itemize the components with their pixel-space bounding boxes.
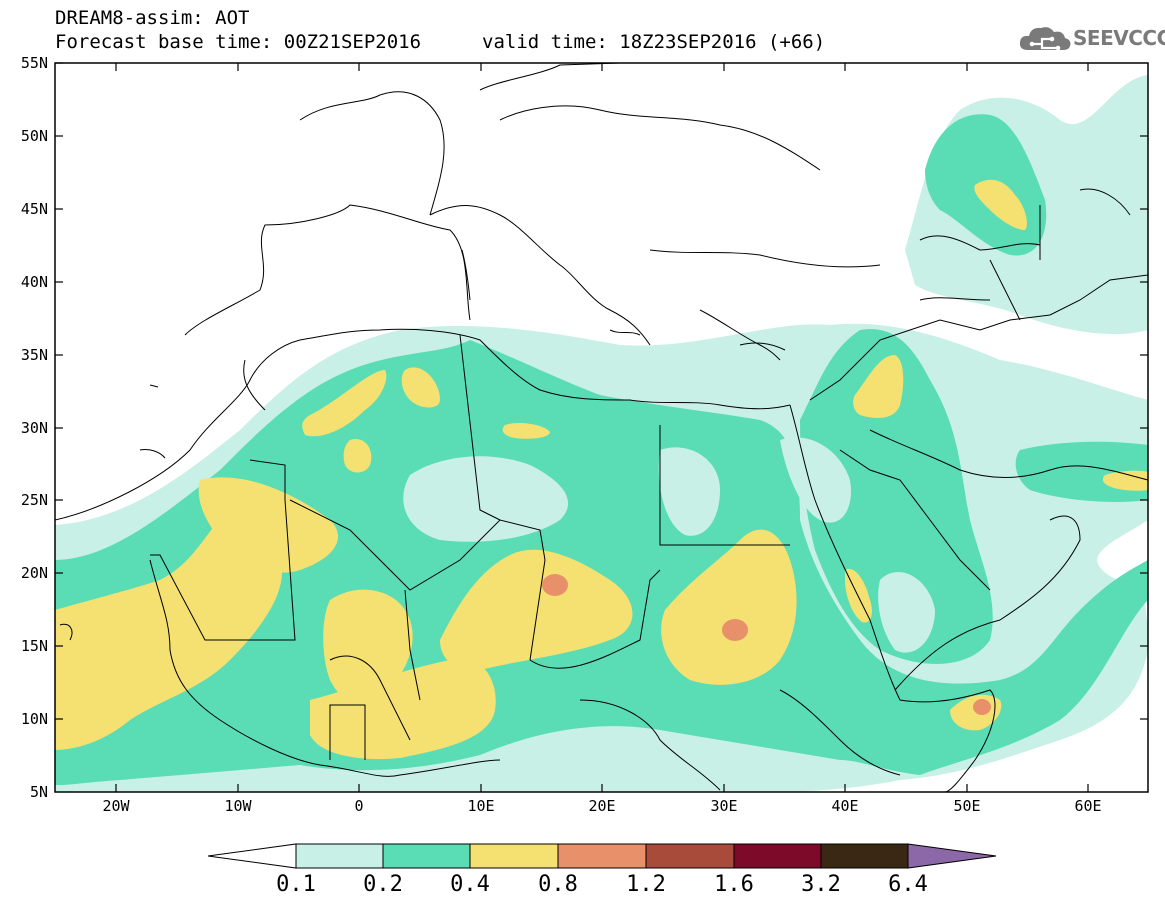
colorbar-swatch — [469, 843, 559, 869]
lon-label: 50E — [953, 797, 980, 815]
lat-label: 10N — [21, 710, 48, 728]
aot-field — [55, 63, 1148, 792]
lon-ticks — [115, 63, 1089, 792]
lat-label: 45N — [21, 200, 48, 218]
lat-label: 30N — [21, 419, 48, 437]
lon-labels: 20W 10W 0 10E 20E 30E 40E 50E 60E — [102, 797, 1101, 815]
lon-label: 40E — [831, 797, 858, 815]
colorbar-label: 1.6 — [714, 872, 754, 897]
colorbar-swatch — [557, 843, 647, 869]
logo-text: SEEVCCC — [1073, 26, 1165, 50]
lat-label: 25N — [21, 491, 48, 509]
colorbar — [207, 843, 997, 869]
cloud-icon — [1019, 27, 1071, 51]
colorbar-swatch — [820, 843, 909, 869]
valid-time: valid time: 18Z23SEP2016 (+66) — [482, 31, 826, 53]
colorbar-swatch — [645, 843, 735, 869]
lat-label: 50N — [21, 127, 48, 145]
lon-label: 60E — [1074, 797, 1101, 815]
seevccc-logo: SEEVCCC — [1018, 22, 1165, 56]
colorbar-label: 6.4 — [888, 872, 928, 897]
lat-labels: 55N 50N 45N 40N 35N 30N 25N 20N 15N 10N … — [21, 54, 48, 801]
colorbar-label: 0.8 — [538, 872, 578, 897]
colorbar-label: 0.2 — [363, 872, 403, 897]
lat-label: 35N — [21, 346, 48, 364]
lon-label: 0 — [354, 797, 363, 815]
forecast-times: Forecast base time: 00Z21SEP2016 valid ti… — [55, 31, 825, 53]
lat-label: 40N — [21, 273, 48, 291]
colorbar-swatch — [295, 843, 384, 869]
colorbar-upper-arrow — [907, 843, 997, 869]
colorbar-lower-arrow — [207, 843, 297, 869]
lon-label: 30E — [710, 797, 737, 815]
colorbar-label: 0.4 — [450, 872, 490, 897]
lat-ticks — [55, 62, 1148, 720]
colorbar-swatch — [733, 843, 822, 869]
lat-label: 20N — [21, 564, 48, 582]
colorbar-label: 0.1 — [276, 872, 316, 897]
colorbar-label: 3.2 — [801, 872, 841, 897]
lon-label: 10E — [467, 797, 494, 815]
lat-label: 55N — [21, 54, 48, 72]
aot-band-0.8 — [542, 574, 991, 715]
lat-label: 15N — [21, 637, 48, 655]
lon-label: 20W — [102, 797, 130, 815]
aot-band-0.1-holes — [403, 437, 935, 653]
map-title: DREAM8-assim: AOT — [55, 7, 250, 29]
coastlines-borders — [55, 63, 1148, 792]
lat-label: 5N — [30, 783, 48, 801]
base-time: Forecast base time: 00Z21SEP2016 — [55, 31, 422, 53]
colorbar-label: 1.2 — [626, 872, 666, 897]
lon-label: 20E — [588, 797, 615, 815]
colorbar-swatch — [382, 843, 471, 869]
islands — [59, 249, 786, 641]
aot-band-0.4 — [55, 179, 1148, 760]
lon-label: 10W — [224, 797, 252, 815]
